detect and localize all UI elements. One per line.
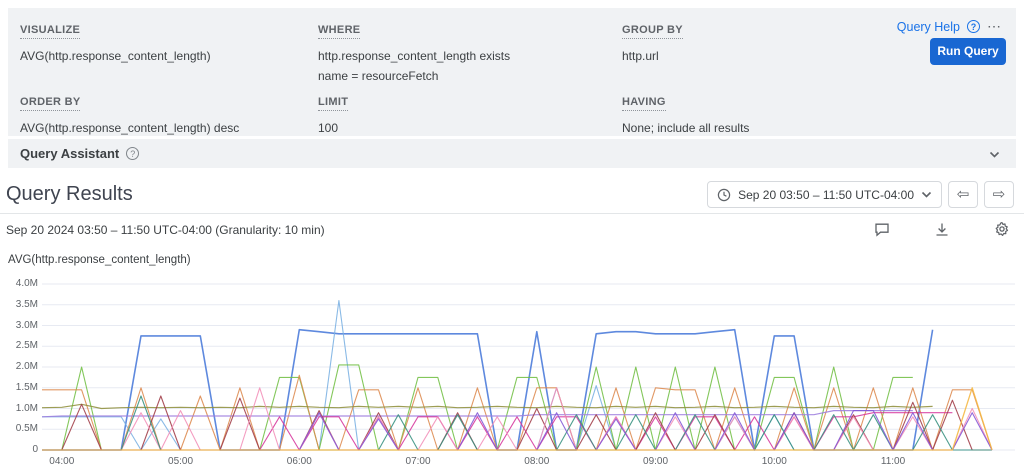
- comment-icon[interactable]: [874, 222, 890, 237]
- x-axis-label: 09:00: [643, 456, 669, 467]
- query-builder-panel: VISUALIZE AVG(http.response_content_leng…: [8, 8, 1016, 136]
- more-options-icon[interactable]: ⋯: [987, 18, 1002, 34]
- x-axis-label: 08:00: [524, 456, 550, 467]
- chart-series-series-06-purple: [41, 410, 913, 418]
- chart-canvas: [41, 283, 1015, 451]
- x-axis-label: 10:00: [761, 456, 787, 467]
- chart-series-series-02-light-blue: [42, 300, 992, 451]
- chevron-down-icon: [921, 191, 932, 198]
- page-title: Query Results: [6, 183, 133, 205]
- where-field[interactable]: WHERE http.response_content_length exist…: [318, 20, 608, 86]
- query-assistant-label: Query Assistant: [20, 146, 120, 161]
- help-circle-icon[interactable]: ?: [967, 20, 980, 33]
- having-label: HAVING: [622, 96, 666, 111]
- visualize-label: VISUALIZE: [20, 24, 81, 39]
- order-by-label: ORDER BY: [20, 96, 81, 111]
- x-axis-label: 05:00: [168, 456, 194, 467]
- gear-icon[interactable]: [994, 221, 1010, 237]
- x-axis-label: 06:00: [286, 456, 312, 467]
- assistant-help-icon[interactable]: ?: [126, 147, 140, 160]
- previous-time-window-button[interactable]: ⇦: [948, 181, 978, 208]
- x-axis-label: 04:00: [49, 456, 75, 467]
- run-query-button[interactable]: Run Query: [930, 38, 1006, 65]
- visualize-field[interactable]: VISUALIZE AVG(http.response_content_leng…: [20, 20, 310, 66]
- time-range-selector[interactable]: Sep 20 03:50 – 11:50 UTC-04:00: [707, 181, 942, 208]
- limit-label: LIMIT: [318, 96, 349, 111]
- y-axis-label: 3.0M: [15, 319, 38, 331]
- y-axis-label: 0.5M: [15, 423, 38, 435]
- limit-field[interactable]: LIMIT 100: [318, 92, 518, 138]
- where-label: WHERE: [318, 24, 361, 39]
- query-help-link[interactable]: Query Help: [896, 19, 960, 34]
- y-axis-label: 3.5M: [15, 298, 38, 310]
- line-chart: 0 0.5M 1.0M 1.5M 2.0M 2.5M 3.0M 3.5M 4.0M 04:00 05…: [0, 276, 1024, 472]
- x-axis-label: 07:00: [405, 456, 431, 467]
- y-axis-label: 2.5M: [15, 340, 38, 352]
- query-assistant-bar[interactable]: Query Assistant ?: [8, 139, 1016, 168]
- section-divider: [0, 213, 1024, 214]
- order-by-field[interactable]: ORDER BY AVG(http.response_content_lengt…: [20, 92, 310, 138]
- y-axis-label: 4.0M: [15, 278, 38, 289]
- group-by-value[interactable]: http.url: [622, 49, 659, 63]
- time-range-label: Sep 20 03:50 – 11:50 UTC-04:00: [738, 187, 914, 202]
- having-field[interactable]: HAVING None; include all results: [622, 92, 872, 138]
- limit-value[interactable]: 100: [318, 121, 339, 135]
- chart-series-series-12-amber: [42, 387, 993, 451]
- next-time-window-button[interactable]: ⇨: [984, 181, 1014, 208]
- chart-series-series-01-royal-blue: [42, 328, 934, 451]
- group-by-field[interactable]: GROUP BY http.url: [622, 20, 872, 66]
- time-range-subtitle: Sep 20 2024 03:50 – 11:50 UTC-04:00 (Gra…: [6, 223, 325, 237]
- y-axis-label: 1.5M: [15, 381, 38, 393]
- chart-series-series-04-orange: [42, 374, 993, 451]
- download-icon[interactable]: [934, 222, 950, 237]
- order-by-value[interactable]: AVG(http.response_content_length) desc: [20, 121, 240, 135]
- y-axis-label: 1.0M: [15, 402, 38, 414]
- x-axis-label: 11:00: [880, 456, 906, 467]
- y-axis-label: 0: [32, 444, 38, 455]
- where-value-1[interactable]: http.response_content_length exists: [318, 49, 511, 63]
- visualize-value[interactable]: AVG(http.response_content_length): [20, 49, 211, 63]
- chart-series-series-05-olive: [41, 403, 933, 410]
- chevron-down-icon[interactable]: [989, 149, 1000, 160]
- where-value-2[interactable]: name = resourceFetch: [318, 69, 439, 83]
- having-value[interactable]: None; include all results: [622, 121, 750, 135]
- group-by-label: GROUP BY: [622, 24, 683, 39]
- clock-icon: [717, 188, 731, 201]
- y-axis-label: 2.0M: [15, 361, 38, 372]
- chart-title: AVG(http.response_content_length): [8, 254, 191, 266]
